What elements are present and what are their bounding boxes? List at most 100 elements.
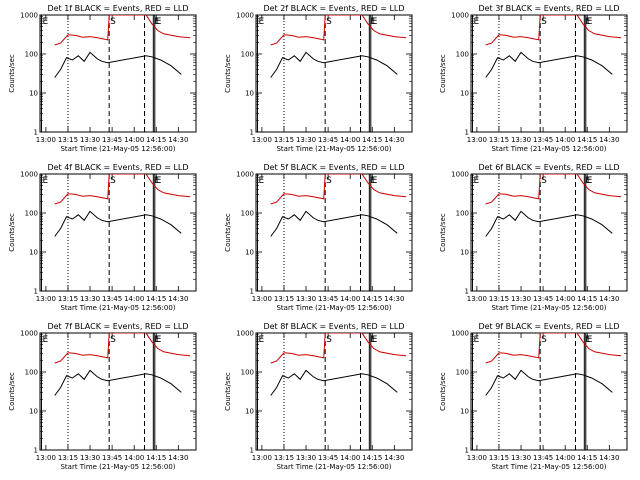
plot-frame bbox=[255, 173, 413, 292]
x-tick-label: 13:30 bbox=[511, 295, 531, 303]
series-line-lld bbox=[54, 333, 191, 364]
series-line-events bbox=[485, 210, 613, 237]
panel-title: Det 4f BLACK = Events, RED = LLD bbox=[47, 163, 188, 172]
panel-title: Det 8f BLACK = Events, RED = LLD bbox=[263, 322, 404, 331]
x-tick-label: 14:15 bbox=[577, 136, 597, 144]
marker-label: E bbox=[473, 17, 479, 27]
x-tick-label: 14:00 bbox=[124, 136, 144, 144]
x-tick-label: 13:15 bbox=[489, 136, 509, 144]
y-tick-label: 10 bbox=[29, 408, 38, 416]
marker-label: E bbox=[372, 176, 378, 186]
x-tick-label: 13:45 bbox=[318, 295, 338, 303]
y-tick-label: 1000 bbox=[451, 171, 469, 179]
x-tick-label: 13:30 bbox=[80, 454, 100, 462]
y-axis-label: Counts/sec bbox=[8, 54, 16, 93]
y-tick-label: 10 bbox=[29, 90, 38, 98]
chart-panel-4: Det 4f BLACK = Events, RED = LLD 1 10 100 10… bbox=[8, 163, 197, 312]
chart-panel-2: Det 2f BLACK = Events, RED = LLD 1 10 100 10… bbox=[224, 4, 413, 153]
x-tick-label: 13:45 bbox=[318, 136, 338, 144]
y-tick-label: 10 bbox=[460, 90, 469, 98]
marker-label: S bbox=[326, 335, 332, 345]
x-tick-label: 13:15 bbox=[489, 454, 509, 462]
x-tick-label: 14:00 bbox=[340, 295, 360, 303]
x-tick-label: 14:00 bbox=[124, 454, 144, 462]
marker-label: E bbox=[370, 335, 376, 345]
x-tick-label: 14:30 bbox=[599, 136, 619, 144]
series-line-lld bbox=[485, 15, 622, 46]
y-axis-label: Counts/sec bbox=[439, 213, 447, 252]
marker-label: E bbox=[585, 17, 591, 27]
series-line-lld bbox=[54, 174, 191, 205]
y-tick-label: 10 bbox=[245, 249, 254, 257]
x-tick-label: 13:45 bbox=[533, 136, 553, 144]
series-line-events bbox=[54, 51, 182, 78]
marker-label: E bbox=[370, 17, 376, 27]
panel-title: Det 2f BLACK = Events, RED = LLD bbox=[263, 4, 404, 13]
marker-label: E bbox=[473, 176, 479, 186]
x-tick-label: 13:45 bbox=[318, 454, 338, 462]
x-tick-label: 13:00 bbox=[252, 136, 272, 144]
y-tick-label: 100 bbox=[25, 210, 38, 218]
y-tick-label: 1000 bbox=[236, 171, 254, 179]
marker-label: E bbox=[585, 176, 591, 186]
x-tick-label: 13:45 bbox=[102, 454, 122, 462]
y-tick-label: 1000 bbox=[451, 330, 469, 338]
panel-title: Det 3f BLACK = Events, RED = LLD bbox=[478, 4, 619, 13]
marker-label: E bbox=[587, 17, 593, 27]
y-tick-label: 1 bbox=[34, 447, 38, 455]
x-axis-label: Start Time (21-May-05 12:56:00) bbox=[276, 145, 391, 153]
x-tick-label: 13:00 bbox=[36, 136, 56, 144]
x-axis-label: Start Time (21-May-05 12:56:00) bbox=[60, 463, 175, 471]
y-tick-label: 1000 bbox=[451, 12, 469, 20]
chart-panel-9: Det 9f BLACK = Events, RED = LLD 1 10 100 10… bbox=[439, 322, 628, 471]
series-line-events bbox=[485, 51, 613, 78]
marker-label: E bbox=[473, 335, 479, 345]
panel-title: Det 1f BLACK = Events, RED = LLD bbox=[47, 4, 188, 13]
marker-label: S bbox=[326, 17, 332, 27]
x-axis-label: Start Time (21-May-05 12:56:00) bbox=[276, 304, 391, 312]
x-axis-label: Start Time (21-May-05 12:56:00) bbox=[276, 463, 391, 471]
plot-frame bbox=[39, 332, 197, 451]
y-axis-label: Counts/sec bbox=[224, 54, 232, 93]
x-tick-label: 13:15 bbox=[58, 454, 78, 462]
y-tick-label: 1000 bbox=[236, 12, 254, 20]
x-tick-label: 13:30 bbox=[80, 295, 100, 303]
marker-label: E bbox=[156, 17, 162, 27]
x-tick-label: 14:30 bbox=[384, 295, 404, 303]
plot-frame bbox=[470, 332, 628, 451]
x-tick-label: 13:45 bbox=[533, 454, 553, 462]
x-tick-label: 13:00 bbox=[36, 295, 56, 303]
x-tick-label: 13:30 bbox=[511, 136, 531, 144]
x-tick-label: 14:15 bbox=[146, 136, 166, 144]
y-tick-label: 10 bbox=[245, 408, 254, 416]
marker-label: E bbox=[258, 17, 264, 27]
y-tick-label: 1000 bbox=[20, 330, 38, 338]
y-tick-label: 1 bbox=[34, 129, 38, 137]
x-axis-label: Start Time (21-May-05 12:56:00) bbox=[60, 304, 175, 312]
x-tick-label: 13:15 bbox=[274, 136, 294, 144]
marker-label: E bbox=[258, 176, 264, 186]
y-axis-label: Counts/sec bbox=[439, 372, 447, 411]
x-tick-label: 14:15 bbox=[362, 454, 382, 462]
y-tick-label: 100 bbox=[456, 210, 469, 218]
x-tick-label: 13:15 bbox=[58, 136, 78, 144]
y-tick-label: 100 bbox=[25, 51, 38, 59]
panel-title: Det 5f BLACK = Events, RED = LLD bbox=[263, 163, 404, 172]
y-tick-label: 1 bbox=[465, 129, 469, 137]
marker-label: E bbox=[156, 335, 162, 345]
plot-frame bbox=[39, 173, 197, 292]
series-line-lld bbox=[54, 15, 191, 46]
x-tick-label: 14:00 bbox=[555, 454, 575, 462]
x-tick-label: 14:00 bbox=[340, 136, 360, 144]
x-tick-label: 13:00 bbox=[252, 295, 272, 303]
chart-panel-1: Det 1f BLACK = Events, RED = LLD 1 10 100 10… bbox=[8, 4, 197, 153]
x-tick-label: 13:30 bbox=[511, 454, 531, 462]
x-tick-label: 14:30 bbox=[384, 454, 404, 462]
x-axis-label: Start Time (21-May-05 12:56:00) bbox=[60, 145, 175, 153]
y-tick-label: 100 bbox=[456, 369, 469, 377]
plot-frame bbox=[255, 332, 413, 451]
x-tick-label: 14:30 bbox=[168, 136, 188, 144]
x-tick-label: 14:00 bbox=[555, 295, 575, 303]
x-tick-label: 13:30 bbox=[296, 454, 316, 462]
y-tick-label: 1000 bbox=[236, 330, 254, 338]
